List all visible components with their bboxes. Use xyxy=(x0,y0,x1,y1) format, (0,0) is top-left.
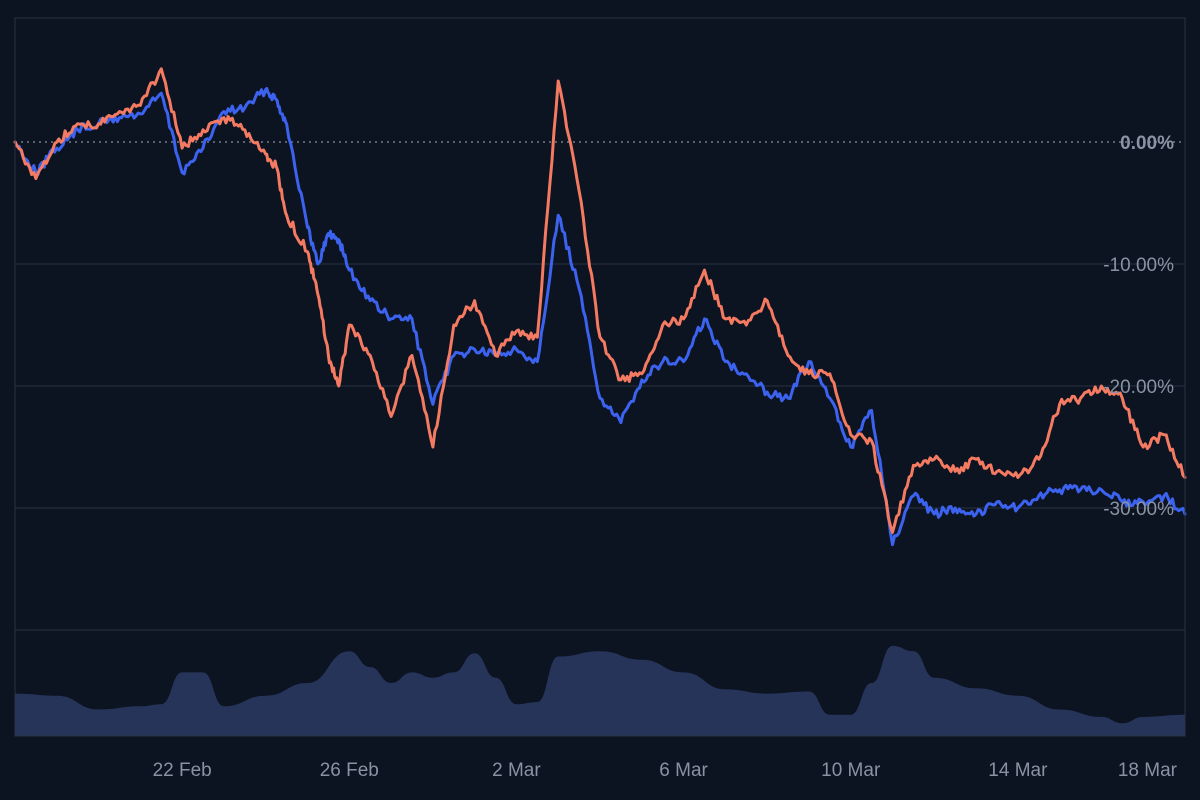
x-tick-label: 26 Feb xyxy=(320,760,379,781)
y-tick-label: -10.00% xyxy=(1103,255,1174,276)
grid-layer xyxy=(15,141,1185,631)
volume-area xyxy=(15,645,1185,736)
series-line-2 xyxy=(13,67,1187,534)
x-tick-label: 10 Mar xyxy=(821,760,881,781)
series-line-1 xyxy=(13,87,1187,547)
y-tick-label: -20.00% xyxy=(1103,377,1174,398)
series-layer xyxy=(13,67,1187,547)
x-tick-label: 22 Feb xyxy=(153,760,212,781)
volume-area-fill xyxy=(15,645,1185,736)
y-tick-label: -30.00% xyxy=(1103,499,1174,520)
x-tick-label: 14 Mar xyxy=(988,760,1048,781)
y-tick-label: 0.00% xyxy=(1120,133,1174,154)
x-axis-labels: 22 Feb 26 Feb 2 Mar 6 Mar 10 Mar 14 Mar 18 Mar xyxy=(153,760,1178,781)
x-tick-label: 2 Mar xyxy=(492,760,541,781)
x-tick-label: 18 Mar xyxy=(1118,760,1178,781)
x-tick-label: 6 Mar xyxy=(659,760,708,781)
plot-frame xyxy=(14,17,1186,737)
y-axis-labels: 0.00% -10.00% -20.00% -30.00% xyxy=(1103,133,1174,520)
